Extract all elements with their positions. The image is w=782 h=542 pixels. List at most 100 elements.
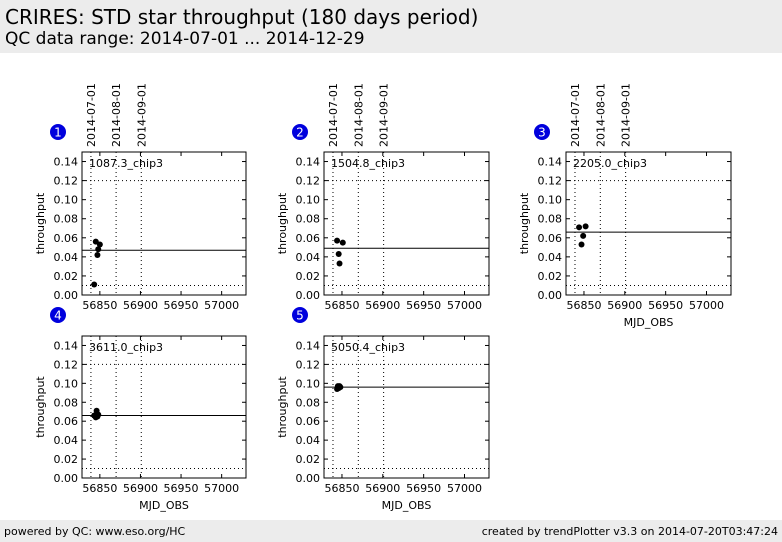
panel-badge-number: 2 — [296, 126, 304, 140]
date-marker-label: 2014-07-01 — [569, 83, 582, 147]
panel-badge — [50, 124, 66, 140]
panel-badge — [50, 307, 66, 323]
x-tick-label: 56950 — [406, 299, 441, 312]
panel-badge-number: 5 — [296, 309, 304, 323]
y-tick-label: 0.06 — [296, 232, 321, 245]
data-point — [335, 251, 342, 258]
footer-powered-by: powered by QC: www.eso.org/HC — [4, 525, 186, 538]
date-marker-label: 2014-09-01 — [135, 83, 148, 147]
plot-frame — [81, 335, 247, 479]
y-tick-label: 0.04 — [296, 251, 321, 264]
y-tick-label: 0.14 — [296, 339, 321, 352]
chart-panel-1: 1 2014-07-01 2014-08-01 2014-09-01 0.00 0.02 0… — [34, 83, 247, 312]
y-axis-label: throughput — [34, 192, 47, 254]
data-point — [96, 241, 103, 248]
data-point — [95, 411, 102, 418]
x-tick-label: 56900 — [123, 482, 158, 495]
series-label: 3611.0_chip3 — [89, 341, 163, 354]
y-tick-label: 0.08 — [296, 213, 321, 226]
data-point — [339, 239, 346, 246]
plot-frame — [81, 151, 247, 296]
y-tick-label: 0.04 — [296, 434, 321, 447]
y-tick-label: 0.04 — [54, 251, 79, 264]
y-tick-label: 0.02 — [538, 270, 563, 283]
x-axis-label: MJD_OBS — [624, 316, 674, 329]
panel-badge-number: 1 — [54, 126, 62, 140]
y-tick-label: 0.10 — [296, 194, 321, 207]
chart-panel-5: 5 0.00 0.02 0.04 0.06 0.08 0.10 0.12 0.14 56850 56… — [276, 307, 490, 512]
x-tick-label: 57000 — [204, 299, 239, 312]
plot-frame — [323, 335, 490, 479]
panel-badge-number: 4 — [54, 309, 62, 323]
y-tick-label: 0.00 — [538, 289, 563, 302]
x-tick-label: 56950 — [648, 299, 683, 312]
x-tick-label: 57000 — [204, 482, 239, 495]
y-tick-label: 0.10 — [538, 194, 563, 207]
date-marker-label: 2014-08-01 — [352, 83, 365, 147]
y-tick-label: 0.06 — [296, 415, 321, 428]
y-tick-label: 0.08 — [54, 213, 79, 226]
panel-badge — [292, 307, 308, 323]
x-tick-label: 56900 — [365, 299, 400, 312]
date-marker-label: 2014-08-01 — [110, 83, 123, 147]
y-tick-label: 0.00 — [54, 472, 79, 485]
data-point — [336, 260, 343, 267]
date-marker-label: 2014-07-01 — [85, 83, 98, 147]
y-tick-label: 0.02 — [54, 453, 79, 466]
chart-panel-3: 3 2014-07-01 2014-08-01 2014-09-01 0.00 0.02 0… — [518, 83, 732, 329]
y-tick-label: 0.00 — [296, 472, 321, 485]
y-tick-label: 0.14 — [54, 339, 79, 352]
y-tick-label: 0.00 — [296, 289, 321, 302]
data-point — [94, 251, 101, 258]
data-point — [91, 281, 98, 288]
y-tick-label: 0.12 — [54, 358, 79, 371]
x-tick-label: 56950 — [164, 299, 199, 312]
plot-frame — [565, 151, 732, 296]
y-tick-label: 0.12 — [296, 358, 321, 371]
date-marker-label: 2014-09-01 — [378, 83, 391, 147]
chart-panel-4: 4 0.00 0.02 0.04 0.06 0.08 0.10 0.12 0.14 56850 56… — [34, 307, 247, 512]
data-point — [580, 232, 587, 239]
date-marker-label: 2014-07-01 — [327, 83, 340, 147]
y-tick-label: 0.08 — [538, 213, 563, 226]
x-tick-label: 57000 — [447, 299, 482, 312]
data-point — [582, 223, 589, 230]
y-tick-label: 0.00 — [54, 289, 79, 302]
y-axis-label: throughput — [276, 192, 289, 254]
data-point — [337, 384, 344, 391]
y-tick-label: 0.14 — [296, 156, 321, 169]
series-label: 1087.3_chip3 — [89, 157, 163, 170]
x-tick-label: 56950 — [406, 482, 441, 495]
x-tick-label: 56900 — [607, 299, 642, 312]
date-marker-label: 2014-08-01 — [594, 83, 607, 147]
y-tick-label: 0.14 — [54, 156, 79, 169]
x-tick-label: 56900 — [123, 299, 158, 312]
y-tick-label: 0.04 — [54, 434, 79, 447]
y-tick-label: 0.12 — [296, 175, 321, 188]
chart-panel-2: 2 2014-07-01 2014-08-01 2014-09-01 0.00 0.02 0… — [276, 83, 490, 312]
panel-badge — [292, 124, 308, 140]
y-tick-label: 0.08 — [296, 396, 321, 409]
x-tick-label: 57000 — [689, 299, 724, 312]
date-marker-label: 2014-09-01 — [620, 83, 633, 147]
y-tick-label: 0.14 — [538, 156, 563, 169]
x-tick-label: 56850 — [82, 482, 117, 495]
x-tick-label: 56850 — [566, 299, 601, 312]
data-point — [95, 246, 102, 253]
x-tick-label: 56950 — [164, 482, 199, 495]
y-axis-label: throughput — [34, 376, 47, 438]
y-axis-label: throughput — [276, 376, 289, 438]
y-tick-label: 0.06 — [538, 232, 563, 245]
y-tick-label: 0.02 — [296, 270, 321, 283]
y-tick-label: 0.12 — [54, 175, 79, 188]
y-tick-label: 0.06 — [54, 415, 79, 428]
y-tick-label: 0.10 — [54, 377, 79, 390]
page-footer: powered by QC: www.eso.org/HC created by… — [0, 520, 782, 542]
page-title: CRIRES: STD star throughput (180 days pe… — [5, 5, 479, 29]
data-point — [576, 224, 583, 231]
y-tick-label: 0.02 — [296, 453, 321, 466]
x-axis-label: MJD_OBS — [139, 499, 189, 512]
plot-frame — [323, 151, 490, 296]
footer-created-by: created by trendPlotter v3.3 on 2014-07-… — [481, 525, 778, 538]
